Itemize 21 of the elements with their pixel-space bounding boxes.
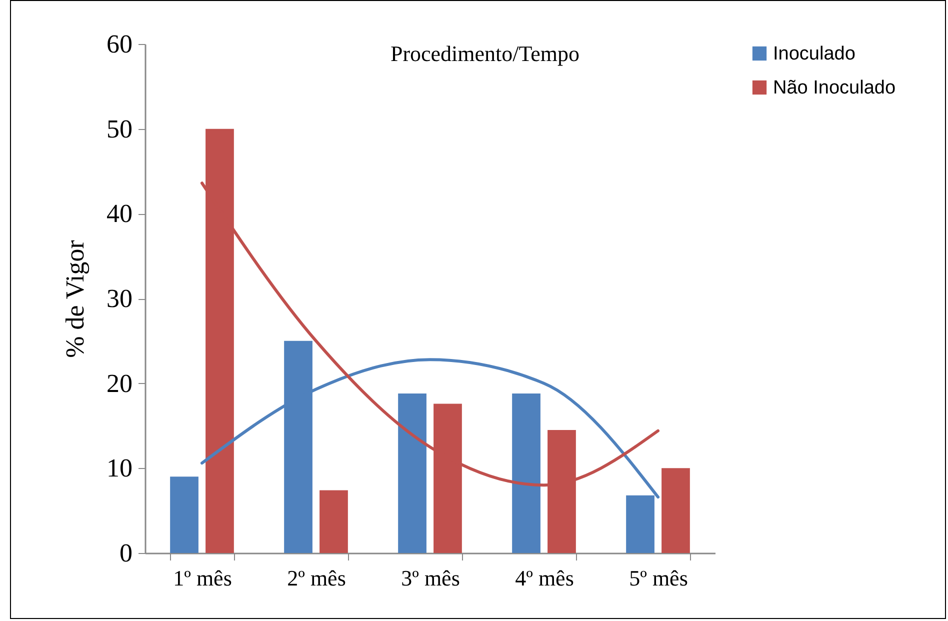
y-tick-label: 10 bbox=[106, 454, 132, 483]
x-tick-label: 3º mês bbox=[401, 566, 460, 590]
bar bbox=[398, 394, 426, 553]
y-tick-label: 20 bbox=[106, 368, 132, 398]
y-tick-label: 40 bbox=[106, 199, 132, 228]
y-tick-label: 0 bbox=[120, 538, 132, 568]
bar bbox=[170, 476, 198, 553]
y-tick-label: 60 bbox=[106, 30, 132, 58]
bar bbox=[512, 394, 540, 553]
x-tick-label: 1º mês bbox=[173, 566, 232, 590]
x-tick-label: 2º mês bbox=[287, 566, 346, 590]
chart-title: Procedimento/Tempo bbox=[390, 41, 580, 66]
legend-label: Não Inoculado bbox=[773, 78, 896, 98]
legend-label: Inoculado bbox=[773, 44, 856, 64]
x-tick-label: 5º mês bbox=[629, 566, 688, 590]
y-tick-label: 50 bbox=[106, 114, 132, 144]
x-tick-label: 4º mês bbox=[515, 566, 574, 590]
bar bbox=[662, 468, 690, 553]
y-tick-label: 30 bbox=[106, 284, 132, 313]
y-axis-title: % de Vigor bbox=[60, 240, 90, 358]
bar bbox=[320, 490, 348, 553]
